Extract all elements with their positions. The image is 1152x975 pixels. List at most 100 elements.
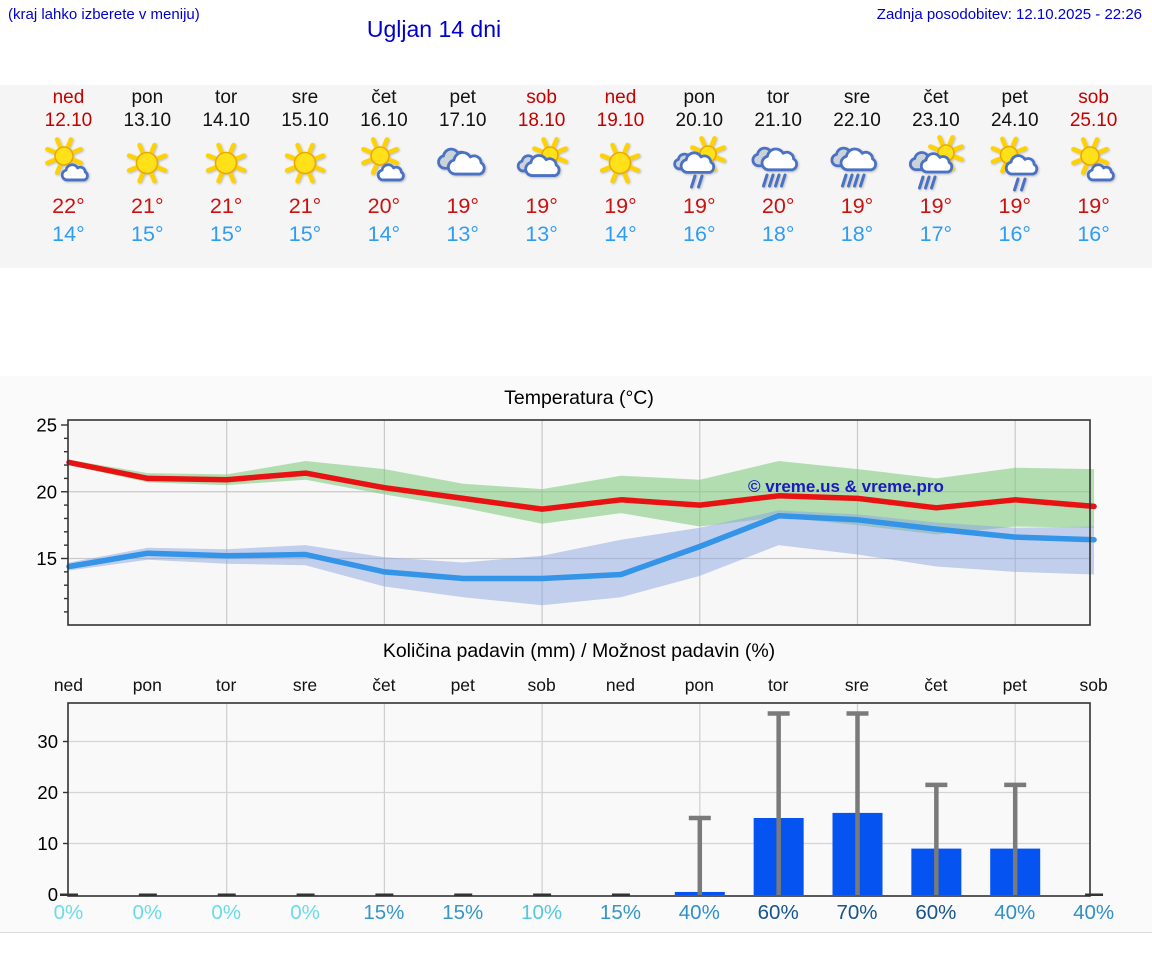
min-temp-label: 16° [1077,222,1110,246]
day-date: 15.10 [281,110,329,131]
sun-ray [952,144,964,152]
precip-day-label: pet [1002,675,1027,695]
sun-ray [66,137,74,149]
sun-ray [990,146,1002,154]
sunny-icon [205,142,247,184]
sun-ray [72,146,84,154]
precip-day-label: čet [372,675,396,695]
last-updated: Zadnja posodobitev: 12.10.2025 - 22:26 [876,6,1142,23]
sun-ray [137,142,145,154]
max-temp-label: 21° [131,194,164,218]
weather-icon-cell [581,134,660,194]
page-title: Ugljan 14 dni [366,16,502,42]
day-date: 25.10 [1069,110,1118,131]
sun-ray [629,153,641,161]
y-axis-label: 20 [37,782,58,803]
day-name: tor [767,87,790,108]
rain-streak [929,175,937,190]
precip-probability: 0% [53,901,84,924]
sun-ray [556,156,568,164]
day-date: 14.10 [202,110,250,131]
precip-day-label: pet [450,675,475,695]
precip-probability: 0% [290,901,320,924]
weather-icon-cell [344,134,423,194]
precip-zero-mark [60,893,78,896]
sun-disc [370,146,390,166]
sun-ray [149,142,157,154]
max-temp-label: 21° [209,194,243,218]
sun-ray [990,156,1002,164]
sun-rain-icon [908,135,964,190]
cloud-shape [839,147,878,172]
sun-ray [45,158,57,166]
day-date: 18.10 [517,110,566,131]
max-temp-label: 19° [525,194,558,218]
day-date: 24.10 [990,110,1039,131]
sun-ray [55,163,63,175]
sunny-icon [127,142,168,184]
precip-day-label: ned [53,675,84,695]
sun-ray [1080,163,1088,175]
sun-ray [623,142,631,154]
sun-ray [127,165,138,173]
day-date: 19.10 [596,110,645,131]
precip-probability: 60% [757,901,799,924]
sun-disc [214,151,238,175]
weather-icon-cell [1054,134,1133,194]
sun-ray [137,172,145,184]
min-temp-label: 15° [288,222,322,246]
sun-ray [370,163,378,175]
sun-ray [551,137,559,148]
sun-ray [629,165,641,173]
rain-streak [762,173,769,188]
sun-ray [1097,146,1109,154]
forecast-strip-background [0,85,1152,268]
sun-ray [1091,137,1099,149]
sun-ray [531,146,543,154]
sunny-icon [600,142,641,184]
sunny-icon [284,142,326,184]
min-temp-label: 15° [209,222,243,246]
min-temp-label: 16° [683,222,716,246]
sun-ray [709,136,718,147]
day-name: pet [1001,87,1028,108]
watermark-link[interactable]: © vreme.us & vreme.pro [748,477,944,496]
sun-disc [1079,146,1100,166]
precip-probability: 40% [1073,901,1115,924]
day-name: sre [843,87,871,108]
sun-ray [387,158,399,166]
y-axis-label: 30 [37,731,58,752]
sun-ray [361,146,372,154]
sun-ray [381,137,389,149]
max-temp-label: 19° [446,194,479,218]
sun-ray [72,158,84,166]
precip-zero-mark [1085,893,1104,896]
weather-icon-cell [739,134,818,194]
max-temp-label: 19° [998,194,1031,218]
sun-ray [235,153,247,161]
sun-ray [1010,136,1018,148]
precip-probability: 40% [994,901,1036,924]
precip-day-label: pon [132,675,162,695]
sun-ray [295,142,303,154]
precip-day-label: sre [292,675,318,695]
sun-ray [156,153,168,161]
sun-ray [216,142,224,154]
min-temp-label: 18° [761,222,795,246]
day-name: čet [371,87,397,108]
weather-icon-cell [187,134,266,194]
sun-ray [1097,158,1109,166]
sun-ray [1080,137,1088,149]
day-name: tor [215,87,238,108]
sun-light-rain-icon [990,136,1038,192]
sun-ray [610,172,618,184]
precip-zero-mark [533,893,552,896]
max-temp-label: 20° [761,194,795,218]
day-date: 23.10 [912,110,960,131]
partly-sunny-icon [45,137,90,182]
precip-probability: 0% [132,901,163,924]
max-temp-label: 19° [604,194,637,218]
rain-streak [847,173,854,188]
precip-probability: 10% [521,901,563,924]
rain-streak [768,173,775,188]
